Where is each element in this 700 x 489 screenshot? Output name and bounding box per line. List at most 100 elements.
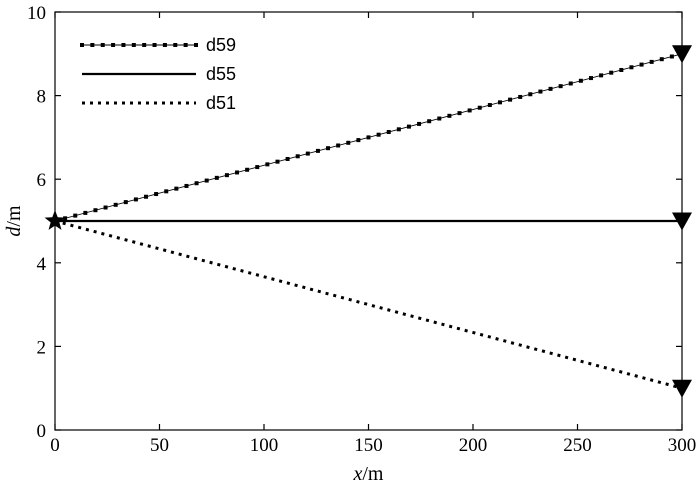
y-axis-label-unit: /m xyxy=(3,205,25,227)
series-d59-marker xyxy=(285,156,290,161)
series-d59-marker xyxy=(467,108,472,113)
x-tick-label: 150 xyxy=(354,435,383,456)
series-d59-marker xyxy=(487,103,492,108)
series-d59-marker xyxy=(659,57,664,62)
series-d59-marker xyxy=(164,189,169,194)
legend-swatch-marker xyxy=(173,43,178,47)
series-d59-marker xyxy=(508,97,513,102)
series-d59-marker xyxy=(447,113,452,118)
x-tick-label: 100 xyxy=(250,435,279,456)
y-tick-label: 6 xyxy=(37,170,47,191)
legend-swatch-marker xyxy=(111,43,116,47)
y-tick-label: 0 xyxy=(37,421,47,442)
series-d59-marker xyxy=(649,59,654,64)
x-tick-label: 200 xyxy=(459,435,488,456)
series-d59-marker xyxy=(265,162,270,167)
series-d59-marker xyxy=(336,143,341,148)
legend-swatch-marker xyxy=(194,43,198,47)
series-d59-marker xyxy=(669,54,674,59)
y-axis-label-italic: d xyxy=(3,226,25,237)
series-d59-marker xyxy=(417,121,422,126)
series-d59-marker xyxy=(123,200,128,205)
series-d59-marker xyxy=(548,86,553,91)
series-d59-marker xyxy=(63,216,68,221)
series-d59-marker xyxy=(93,208,98,213)
series-d59-marker xyxy=(326,146,331,151)
series-d59-marker xyxy=(83,210,88,215)
series-d59-marker xyxy=(315,148,320,153)
x-axis-label-unit: /m xyxy=(362,463,384,485)
series-d59-marker xyxy=(518,94,523,99)
series-d59-marker xyxy=(154,192,159,197)
y-tick-label: 4 xyxy=(37,254,47,275)
legend-swatch-marker xyxy=(162,43,167,47)
x-tick-label: 0 xyxy=(50,435,60,456)
series-d59-marker xyxy=(366,135,371,140)
series-d59-marker xyxy=(214,175,219,180)
series-d59-marker xyxy=(245,167,250,172)
series-d59-marker xyxy=(406,124,411,129)
legend-swatch-marker xyxy=(121,43,126,47)
legend-swatch-marker xyxy=(80,43,84,47)
series-d59-marker xyxy=(224,173,229,178)
legend-swatch-marker xyxy=(90,43,95,47)
legend-label-d59: d59 xyxy=(206,35,236,55)
series-d59-marker xyxy=(609,70,614,75)
legend-swatch-marker xyxy=(152,43,157,47)
series-d59-marker xyxy=(619,67,624,72)
series-d59-marker xyxy=(538,89,543,94)
series-d59-marker xyxy=(629,65,634,70)
series-d59-marker xyxy=(194,181,199,186)
x-axis-label-italic: x xyxy=(352,463,362,485)
series-d59-marker xyxy=(184,183,189,188)
series-layer xyxy=(53,51,684,390)
x-tick-label: 250 xyxy=(563,435,592,456)
series-d59-marker xyxy=(427,119,432,124)
series-d59-marker xyxy=(144,194,149,199)
series-d59-marker xyxy=(295,154,300,159)
series-d59-marker xyxy=(235,170,240,175)
series-d59-marker xyxy=(305,151,310,156)
y-tick-label: 10 xyxy=(27,3,46,24)
legend-swatch-marker xyxy=(183,43,188,47)
series-d59-marker xyxy=(558,84,563,89)
y-tick-label: 8 xyxy=(37,87,47,108)
series-d59-marker xyxy=(255,165,260,170)
legend-label-d55: d55 xyxy=(206,64,236,84)
series-d59-marker xyxy=(568,81,573,86)
series-d59-marker xyxy=(174,186,179,191)
series-d59-marker xyxy=(639,62,644,67)
x-tick-label: 300 xyxy=(668,435,697,456)
series-d59-marker xyxy=(113,202,118,207)
legend: d59 d55 d51 xyxy=(80,35,236,113)
y-axis-label: d/m xyxy=(3,205,25,237)
series-d59-marker xyxy=(356,138,361,143)
series-d59-marker xyxy=(578,78,583,83)
series-d59-marker xyxy=(588,76,593,81)
x-tick-label: 50 xyxy=(150,435,169,456)
series-d59-marker xyxy=(386,130,391,135)
series-d59-marker xyxy=(457,111,462,116)
series-d59-marker xyxy=(376,132,381,137)
series-d59-marker xyxy=(275,159,280,164)
series-d59-marker xyxy=(133,197,138,202)
series-d59-marker xyxy=(528,92,533,97)
legend-swatch-marker xyxy=(131,43,136,47)
x-axis-label: x/m xyxy=(352,463,383,485)
series-d59-marker xyxy=(346,140,351,145)
series-d59-marker xyxy=(103,205,108,210)
series-d59-marker xyxy=(497,100,502,105)
series-d59-marker xyxy=(599,73,604,78)
series-d51-line xyxy=(54,219,683,390)
series-d59-marker xyxy=(73,213,78,218)
legend-swatch-marker xyxy=(100,43,105,47)
legend-label-d51: d51 xyxy=(206,93,236,113)
tick-layer: 0 50 100 150 200 250 300 0 2 4 6 8 10 xyxy=(27,3,696,456)
series-d59-marker xyxy=(396,127,401,132)
y-tick-label: 2 xyxy=(37,337,47,358)
series-d59-marker xyxy=(437,116,442,121)
series-d59-marker xyxy=(204,178,209,183)
legend-swatch-marker xyxy=(142,43,147,47)
series-d59-marker xyxy=(477,105,482,110)
